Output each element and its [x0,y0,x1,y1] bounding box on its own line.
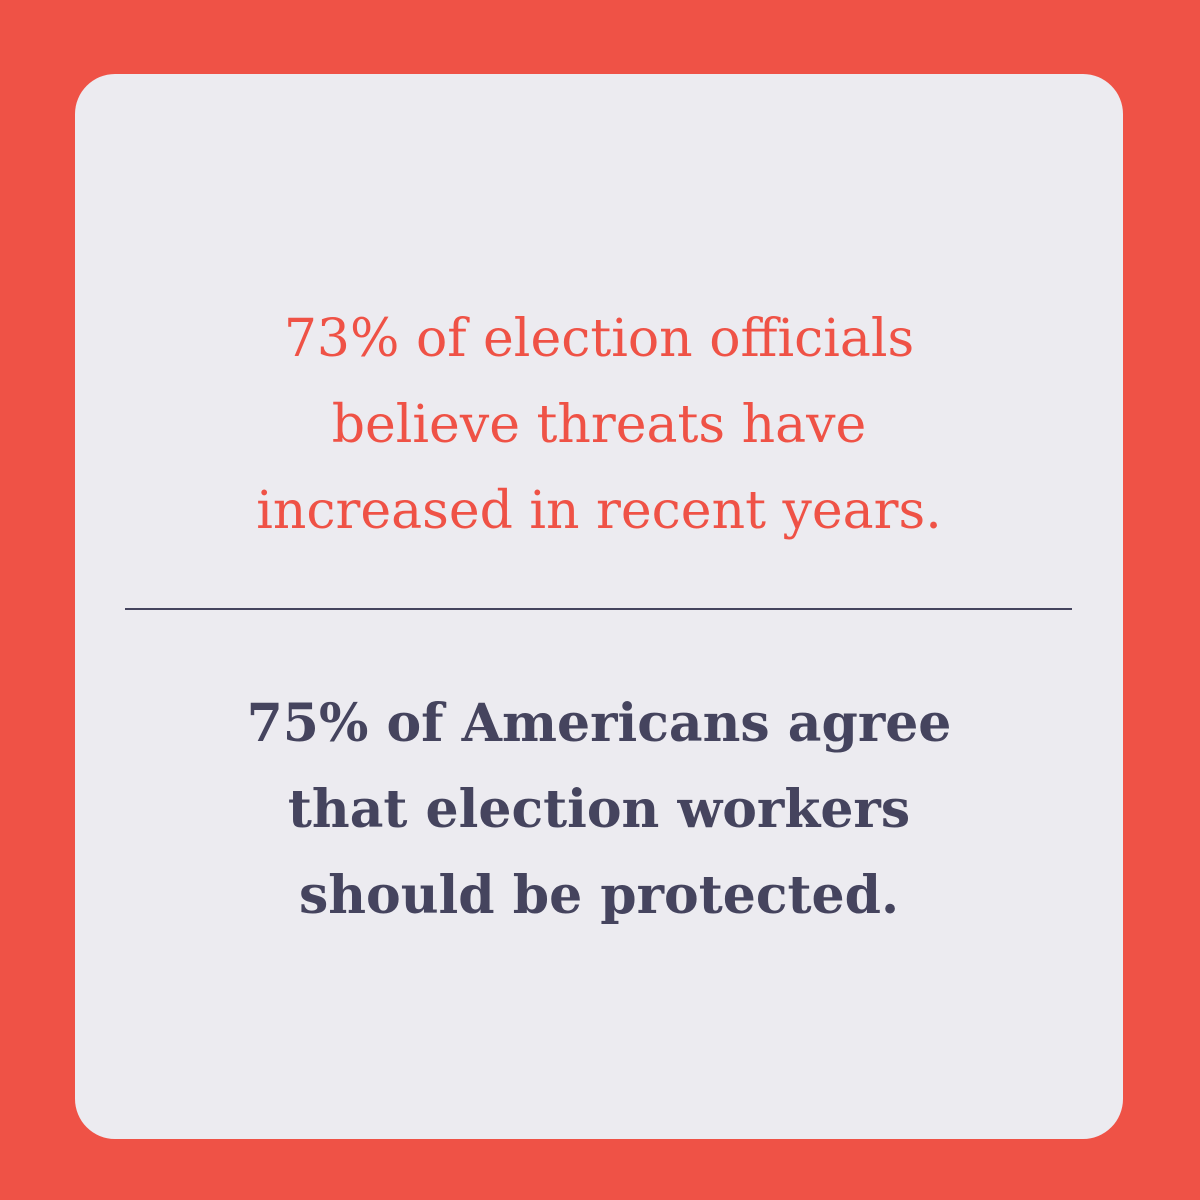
protection-statistic-line: 75% of Americans agree [246,693,952,754]
stat-card: 73% of election officials believe threat… [75,74,1123,1139]
threats-statistic-line: 73% of election officials [283,309,915,369]
protection-statistic-line: should be protected. [298,865,900,926]
protection-statistic-line: that election workers [287,779,911,840]
protection-statistic: 75% of Americans agree that election wor… [75,681,1123,939]
threats-statistic-line: increased in recent years. [256,481,942,541]
divider-line [125,608,1072,610]
threats-statistic: 73% of election officials believe threat… [75,296,1123,554]
threats-statistic-line: believe threats have [331,395,867,455]
